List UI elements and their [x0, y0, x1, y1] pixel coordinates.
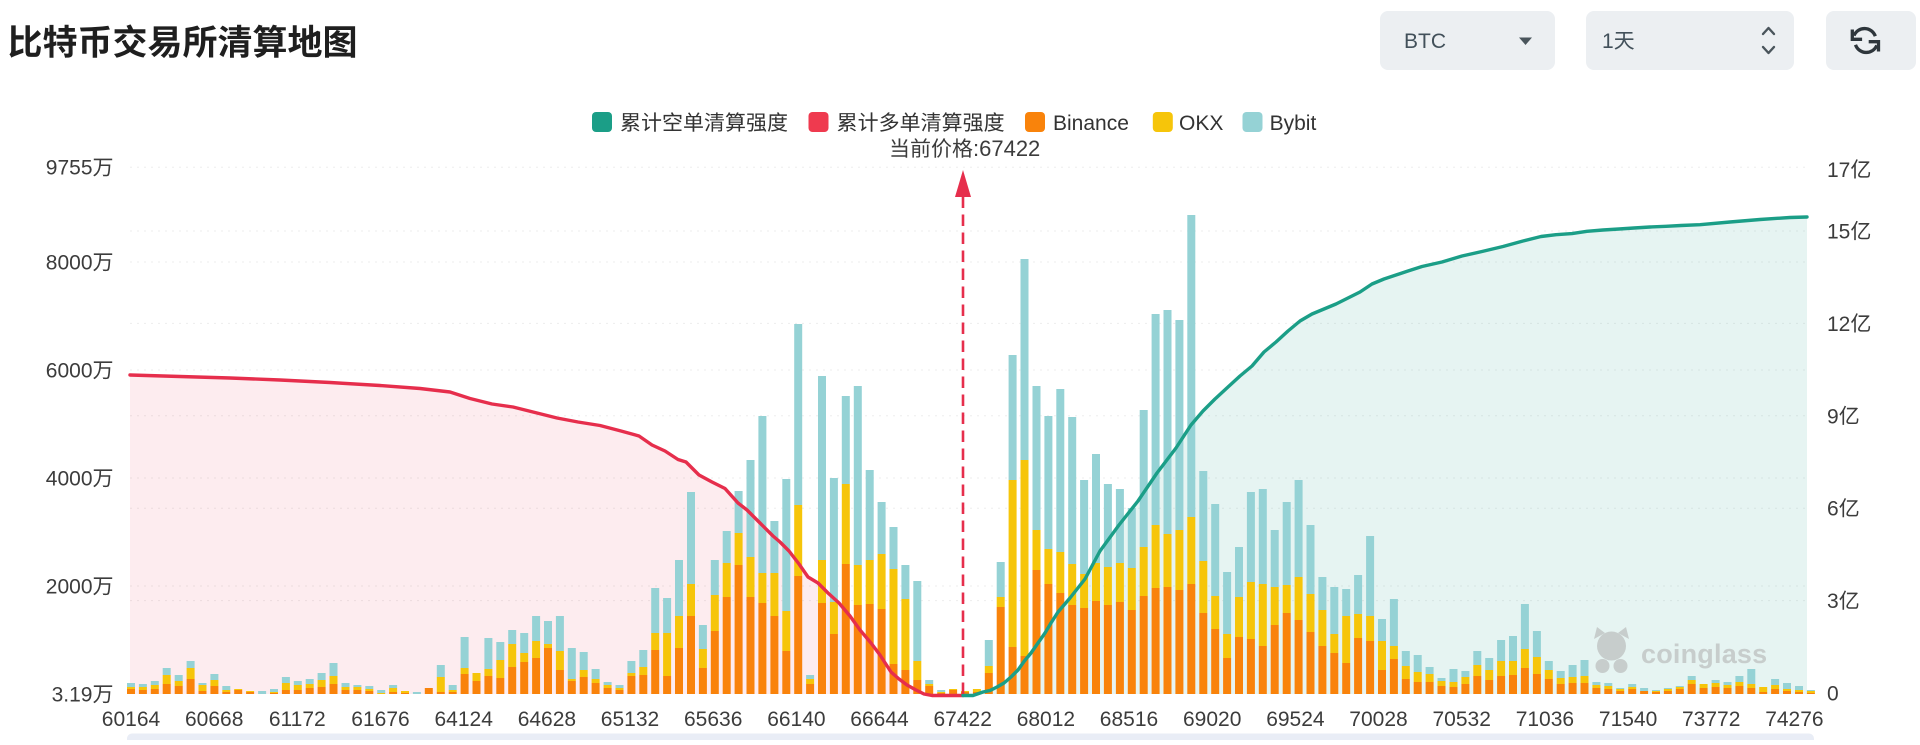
svg-text:66644: 66644: [850, 708, 909, 731]
svg-text:OKX: OKX: [1179, 112, 1223, 135]
svg-text:61676: 61676: [351, 708, 409, 731]
svg-text:2000: 2000: [46, 576, 93, 599]
svg-text:8000: 8000: [46, 252, 93, 275]
svg-text:3.19: 3.19: [52, 684, 93, 707]
svg-text:BTC: BTC: [1404, 30, 1446, 53]
svg-text:61172: 61172: [269, 708, 326, 731]
svg-text:coinglass: coinglass: [1641, 639, 1767, 669]
svg-text:64628: 64628: [518, 708, 576, 731]
svg-text:65132: 65132: [601, 708, 659, 731]
svg-text:73772: 73772: [1682, 708, 1740, 731]
svg-text:9: 9: [1827, 405, 1839, 428]
svg-text:15: 15: [1827, 221, 1850, 244]
svg-text:17: 17: [1827, 159, 1850, 182]
svg-text:60164: 60164: [102, 708, 161, 731]
svg-text:68516: 68516: [1100, 708, 1158, 731]
svg-text:9755: 9755: [46, 157, 93, 180]
svg-text:60668: 60668: [185, 708, 243, 731]
svg-text:Bybit: Bybit: [1270, 112, 1317, 135]
svg-text:3: 3: [1827, 590, 1839, 613]
svg-text:65636: 65636: [684, 708, 742, 731]
svg-text:66140: 66140: [767, 708, 825, 731]
svg-text:4000: 4000: [46, 468, 93, 491]
svg-text:Binance: Binance: [1053, 112, 1129, 135]
svg-text:6000: 6000: [46, 360, 93, 383]
svg-text:68012: 68012: [1017, 708, 1075, 731]
svg-text:69524: 69524: [1266, 708, 1325, 731]
svg-text:6: 6: [1827, 498, 1839, 521]
svg-text:67422: 67422: [933, 708, 991, 731]
svg-text:12: 12: [1827, 313, 1850, 336]
svg-text:70532: 70532: [1432, 708, 1490, 731]
svg-text:69020: 69020: [1183, 708, 1241, 731]
svg-text:70028: 70028: [1349, 708, 1407, 731]
svg-text:64124: 64124: [434, 708, 493, 731]
svg-text:74276: 74276: [1765, 708, 1823, 731]
svg-text:71036: 71036: [1516, 708, 1574, 731]
svg-text:0: 0: [1827, 683, 1839, 706]
svg-text:1: 1: [1602, 30, 1614, 53]
svg-text::67422: :67422: [973, 136, 1040, 161]
svg-text:71540: 71540: [1599, 708, 1657, 731]
